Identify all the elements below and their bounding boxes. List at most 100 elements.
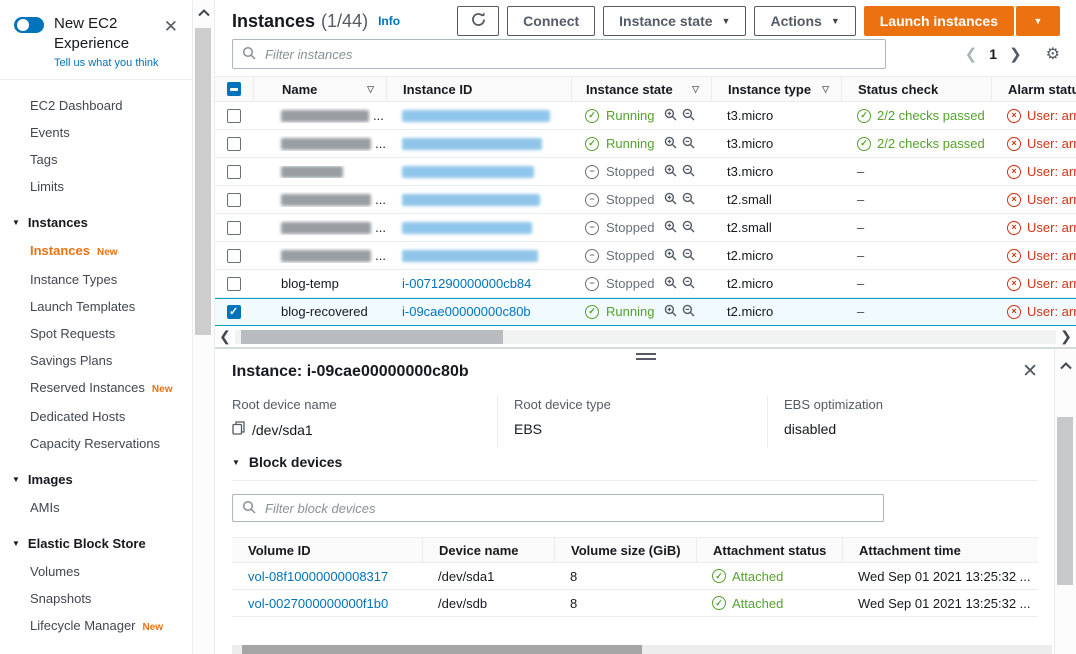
instance-count: (1/44) <box>321 10 369 31</box>
block-devices-section-toggle[interactable]: ▼ Block devices <box>232 454 343 470</box>
detail-scrollbar[interactable] <box>1054 349 1076 654</box>
close-icon[interactable]: ✕ <box>163 17 178 36</box>
table-row[interactable]: ... ✓ Running t3.micro ✓ 2/2 checks pass… <box>215 102 1076 130</box>
close-icon[interactable]: ✕ <box>1022 361 1038 382</box>
zoom-in-icon[interactable] <box>664 304 677 320</box>
sidebar-section-header[interactable]: ▼ Images <box>12 472 73 487</box>
zoom-out-icon[interactable] <box>682 304 695 320</box>
scrollbar-thumb[interactable] <box>242 645 642 654</box>
zoom-in-icon[interactable] <box>664 220 677 236</box>
table-row[interactable]: blog-temp i-0071290000000cb84 − Stopped … <box>215 270 1076 298</box>
sidebar-item-events[interactable]: Events <box>0 119 192 146</box>
sidebar-item-label: Savings Plans <box>30 353 113 368</box>
chevron-up-icon[interactable] <box>197 6 211 21</box>
launch-instances-button[interactable]: Launch instances <box>863 6 1014 36</box>
instance-state-dropdown[interactable]: Instance state ▼ <box>603 6 747 36</box>
zoom-in-icon[interactable] <box>664 108 677 124</box>
instance-id-link[interactable]: i-09cae00000000c80b <box>402 304 531 319</box>
sidebar-item-lifecycle-manager[interactable]: Lifecycle Manager New <box>0 612 192 641</box>
redacted-name <box>281 193 372 206</box>
sidebar-scrollbar[interactable] <box>193 0 215 654</box>
check-circle-icon: ✓ <box>857 108 871 123</box>
table-row[interactable]: ... − Stopped t2.micro – × User: arn:a <box>215 242 1076 270</box>
actions-dropdown[interactable]: Actions ▼ <box>754 6 856 36</box>
panel-resize-handle[interactable] <box>635 353 656 363</box>
sort-icon[interactable]: ▽ <box>367 83 374 94</box>
table-row[interactable]: blog-recovered i-09cae00000000c80b ✓ Run… <box>215 298 1076 326</box>
feedback-link[interactable]: Tell us what you think <box>54 57 159 69</box>
row-checkbox[interactable] <box>227 220 241 235</box>
sidebar-section: ▼ Elastic Block Store Volumes Snapshots Li… <box>0 529 192 641</box>
sidebar-item-instances[interactable]: Instances New <box>0 237 192 266</box>
zoom-in-icon[interactable] <box>664 164 677 180</box>
info-link[interactable]: Info <box>378 14 401 28</box>
page-prev-icon[interactable]: ❮ <box>964 46 978 63</box>
zoom-out-icon[interactable] <box>682 164 695 180</box>
filter-block-devices-input[interactable] <box>263 499 874 517</box>
gear-icon[interactable]: ⚙ <box>1045 46 1060 63</box>
table-row[interactable]: ... ✓ Running t3.micro ✓ 2/2 checks pass… <box>215 130 1076 158</box>
scrollbar-thumb[interactable] <box>1057 417 1073 585</box>
sidebar-item-ec2-dashboard[interactable]: EC2 Dashboard <box>0 92 192 119</box>
sidebar-section-header[interactable]: ▼ Instances <box>12 215 88 230</box>
page-next-icon[interactable]: ❯ <box>1009 46 1022 63</box>
zoom-out-icon[interactable] <box>682 108 695 124</box>
filter-instances-input[interactable] <box>263 45 876 63</box>
sort-icon[interactable]: ▽ <box>692 83 699 94</box>
scrollbar-track[interactable] <box>235 329 1056 344</box>
zoom-in-icon[interactable] <box>664 136 677 152</box>
scrollbar-thumb[interactable] <box>195 28 211 335</box>
sidebar-item-limits[interactable]: Limits <box>0 173 192 200</box>
sidebar-section-header[interactable]: ▼ Elastic Block Store <box>12 536 146 551</box>
copy-icon[interactable] <box>232 421 245 438</box>
zoom-out-icon[interactable] <box>682 276 695 292</box>
instance-id-link[interactable]: i-0071290000000cb84 <box>402 276 532 291</box>
zoom-in-icon[interactable] <box>664 276 677 292</box>
row-checkbox[interactable] <box>227 192 241 207</box>
refresh-button[interactable] <box>457 6 500 36</box>
sidebar-item-savings-plans[interactable]: Savings Plans <box>0 347 192 374</box>
sort-icon[interactable]: ▽ <box>822 83 829 94</box>
sidebar-item-launch-templates[interactable]: Launch Templates <box>0 293 192 320</box>
page-number[interactable]: 1 <box>989 46 998 62</box>
row-checkbox[interactable] <box>227 136 241 151</box>
sidebar-item-spot-requests[interactable]: Spot Requests <box>0 320 192 347</box>
sidebar-item-volumes[interactable]: Volumes <box>0 558 192 585</box>
sidebar-item-snapshots[interactable]: Snapshots <box>0 585 192 612</box>
row-checkbox[interactable] <box>227 248 241 263</box>
sidebar-item-reserved-instances[interactable]: Reserved Instances New <box>0 374 192 403</box>
row-checkbox[interactable] <box>227 164 241 179</box>
launch-instances-caret-button[interactable]: ▼ <box>1016 6 1060 36</box>
sidebar-item-amis[interactable]: AMIs <box>0 494 192 521</box>
zoom-in-icon[interactable] <box>664 192 677 208</box>
table-row[interactable]: ... − Stopped t2.small – × User: arn:a <box>215 186 1076 214</box>
select-all-checkbox[interactable] <box>227 82 241 96</box>
new-experience-toggle[interactable] <box>14 17 44 33</box>
volume-id-link[interactable]: vol-08f10000000008317 <box>248 568 389 584</box>
zoom-out-icon[interactable] <box>682 136 695 152</box>
scrollbar-thumb[interactable] <box>241 329 503 344</box>
search-icon <box>242 500 256 517</box>
zoom-in-icon[interactable] <box>664 248 677 264</box>
scroll-right-icon[interactable]: ❯ <box>1060 328 1072 344</box>
sidebar-item-tags[interactable]: Tags <box>0 146 192 173</box>
detail-horizontal-scrollbar[interactable] <box>232 645 1052 654</box>
row-checkbox[interactable] <box>227 108 241 123</box>
scroll-left-icon[interactable]: ❮ <box>219 328 231 344</box>
instance-state: ✓ Running <box>571 136 711 152</box>
zoom-out-icon[interactable] <box>682 248 695 264</box>
sidebar-item-dedicated-hosts[interactable]: Dedicated Hosts <box>0 403 192 430</box>
zoom-out-icon[interactable] <box>682 220 695 236</box>
zoom-out-icon[interactable] <box>682 192 695 208</box>
row-checkbox[interactable] <box>227 276 241 291</box>
table-row[interactable]: vol-08f10000000008317 /dev/sda1 8 ✓ Atta… <box>232 563 1038 590</box>
sidebar-item-capacity-reservations[interactable]: Capacity Reservations <box>0 430 192 457</box>
row-checkbox[interactable] <box>227 304 241 319</box>
table-row[interactable]: − Stopped t3.micro – × User: arn:a <box>215 158 1076 186</box>
sidebar-item-instance-types[interactable]: Instance Types <box>0 266 192 293</box>
table-row[interactable]: ... − Stopped t2.small – × User: arn:a <box>215 214 1076 242</box>
connect-button[interactable]: Connect <box>507 6 596 36</box>
table-row[interactable]: vol-0027000000000f1b0 /dev/sdb 8 ✓ Attac… <box>232 590 1038 617</box>
chevron-up-icon[interactable] <box>1059 359 1073 374</box>
volume-id-link[interactable]: vol-0027000000000f1b0 <box>248 595 389 611</box>
